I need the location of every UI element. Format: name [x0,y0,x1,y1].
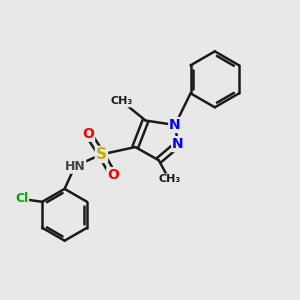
Text: N: N [172,137,184,151]
Text: O: O [107,168,119,182]
Text: S: S [96,147,107,162]
Text: N: N [169,118,181,132]
Text: CH₃: CH₃ [158,174,180,184]
Text: Cl: Cl [15,192,28,206]
Text: CH₃: CH₃ [111,96,133,106]
Text: O: O [82,127,94,141]
Text: HN: HN [64,160,85,173]
